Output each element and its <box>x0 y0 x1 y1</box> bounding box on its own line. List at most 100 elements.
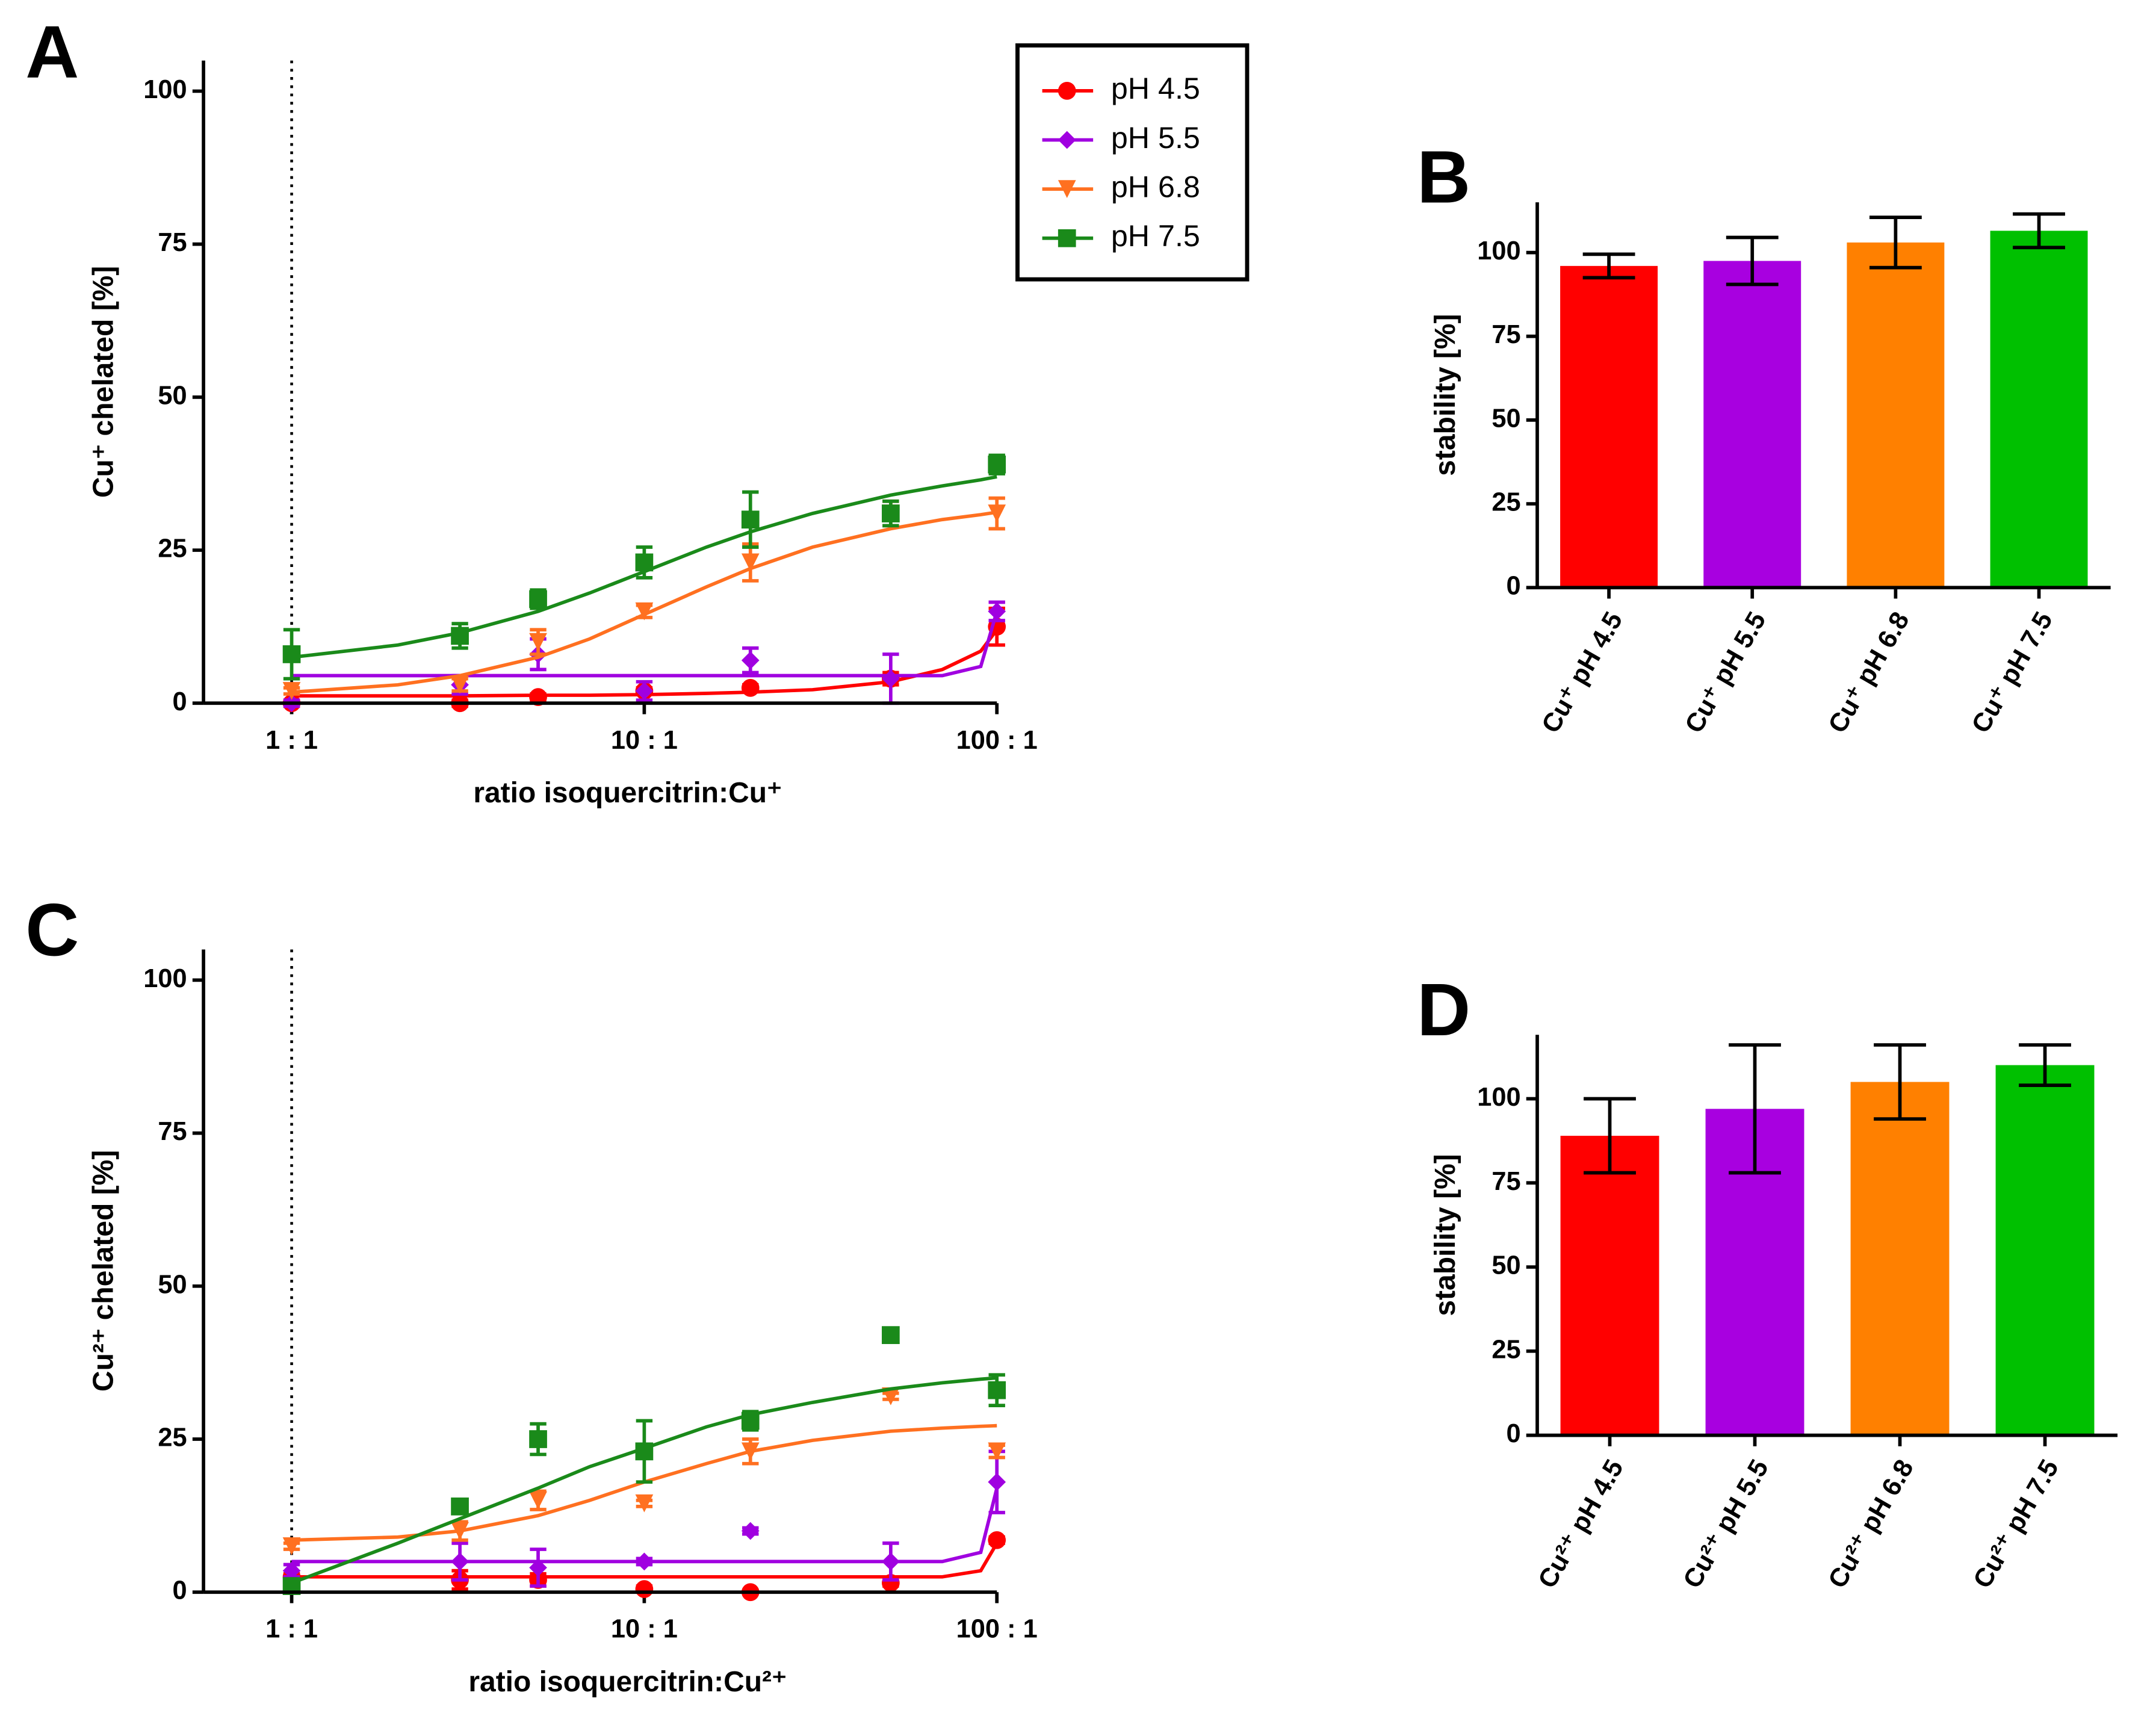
panel-letter: A <box>25 11 79 94</box>
panel-letter: B <box>1417 136 1470 219</box>
x-tick-label: Cu⁺ pH 6.8 <box>1823 607 1915 738</box>
marker <box>451 627 469 645</box>
y-tick-label: 100 <box>143 75 187 104</box>
marker <box>635 1494 654 1513</box>
bar <box>1703 261 1801 588</box>
y-tick-label: 25 <box>158 1423 187 1452</box>
marker <box>635 682 654 700</box>
y-tick-label: 50 <box>158 381 187 410</box>
x-axis-title: ratio isoquercitrin:Cu²⁺ <box>468 1666 787 1698</box>
marker <box>1058 131 1076 149</box>
bar <box>1560 265 1658 588</box>
y-tick-label: 100 <box>143 964 187 993</box>
marker <box>282 645 301 663</box>
x-tick-label: 1 : 1 <box>265 1615 318 1644</box>
marker <box>451 675 469 694</box>
marker <box>635 553 654 572</box>
marker <box>635 1442 654 1461</box>
marker <box>988 455 1006 474</box>
marker <box>451 1498 469 1516</box>
x-axis-title: ratio isoquercitrin:Cu⁺ <box>473 777 782 809</box>
marker <box>282 1537 301 1555</box>
x-tick-label: 100 : 1 <box>956 1615 1038 1644</box>
x-tick-label: Cu⁺ pH 7.5 <box>1966 607 2058 738</box>
y-tick-label: 75 <box>158 1117 187 1146</box>
marker <box>741 651 760 669</box>
marker <box>1058 82 1076 100</box>
x-tick-label: Cu²⁺ pH 5.5 <box>1678 1455 1774 1593</box>
legend-box <box>1015 43 1250 282</box>
x-tick-label: Cu²⁺ pH 7.5 <box>1968 1455 2065 1593</box>
bar <box>1847 242 1945 588</box>
marker <box>1058 229 1076 247</box>
marker <box>1058 180 1076 198</box>
marker <box>282 682 301 700</box>
y-tick-label: 75 <box>158 228 187 257</box>
y-axis-title: stability [%] <box>1430 1154 1461 1316</box>
y-axis-title: Cu²⁺ chelated [%] <box>87 1150 119 1392</box>
marker <box>529 1430 547 1448</box>
marker <box>988 1473 1006 1491</box>
y-tick-label: 50 <box>1492 1251 1520 1280</box>
y-tick-label: 0 <box>173 1576 187 1605</box>
y-tick-label: 25 <box>158 534 187 563</box>
marker <box>741 1442 760 1461</box>
legend-label: pH 7.5 <box>1111 218 1200 253</box>
marker <box>282 1561 301 1580</box>
marker <box>529 590 547 609</box>
marker <box>988 1442 1006 1461</box>
marker <box>635 1552 654 1571</box>
error-bar <box>1729 1043 1781 1175</box>
bar <box>1560 1136 1659 1436</box>
y-tick-label: 75 <box>1492 320 1520 349</box>
y-tick-label: 25 <box>1492 1335 1520 1364</box>
marker <box>529 1491 547 1510</box>
y-tick-label: 50 <box>158 1270 187 1299</box>
marker <box>882 1552 900 1571</box>
marker <box>988 602 1006 621</box>
marker <box>988 504 1006 522</box>
x-tick-label: 10 : 1 <box>611 1615 678 1644</box>
y-tick-label: 75 <box>1492 1167 1520 1196</box>
x-tick-label: Cu⁺ pH 4.5 <box>1536 607 1628 738</box>
marker <box>988 1531 1006 1549</box>
marker <box>882 504 900 522</box>
marker <box>451 1552 469 1571</box>
error-bar <box>2013 212 2065 250</box>
marker <box>741 1522 760 1540</box>
legend-label: pH 5.5 <box>1111 120 1200 155</box>
legend-label: pH 4.5 <box>1111 71 1200 105</box>
marker <box>529 633 547 651</box>
legend-label: pH 6.8 <box>1111 169 1200 203</box>
bar <box>1995 1065 2095 1436</box>
x-tick-label: 100 : 1 <box>956 726 1038 755</box>
bar <box>1990 231 2088 588</box>
fit-curve <box>291 510 997 694</box>
marker <box>988 1381 1006 1399</box>
y-tick-label: 100 <box>1477 1083 1520 1112</box>
marker <box>741 1411 760 1430</box>
x-tick-label: 10 : 1 <box>611 726 678 755</box>
fit-curve <box>291 1376 997 1585</box>
marker <box>882 1387 900 1405</box>
error-bar <box>1874 1043 1926 1121</box>
marker <box>635 1580 654 1599</box>
x-tick-label: Cu²⁺ pH 4.5 <box>1533 1455 1629 1593</box>
error-bar <box>1726 235 1779 287</box>
x-tick-label: Cu⁺ pH 5.5 <box>1679 607 1771 738</box>
marker <box>882 1326 900 1345</box>
panel-letter: D <box>1417 968 1470 1052</box>
x-tick-label: Cu²⁺ pH 6.8 <box>1823 1455 1919 1593</box>
y-tick-label: 100 <box>1477 237 1520 265</box>
error-bar <box>1869 215 1922 270</box>
marker <box>741 510 760 529</box>
y-tick-label: 25 <box>1492 488 1520 517</box>
y-tick-label: 0 <box>173 687 187 716</box>
panel-letter: C <box>25 888 79 971</box>
y-axis-title: stability [%] <box>1430 314 1461 475</box>
y-tick-label: 50 <box>1492 404 1520 433</box>
error-bar <box>1582 252 1635 280</box>
marker <box>529 1558 547 1577</box>
marker <box>635 602 654 621</box>
